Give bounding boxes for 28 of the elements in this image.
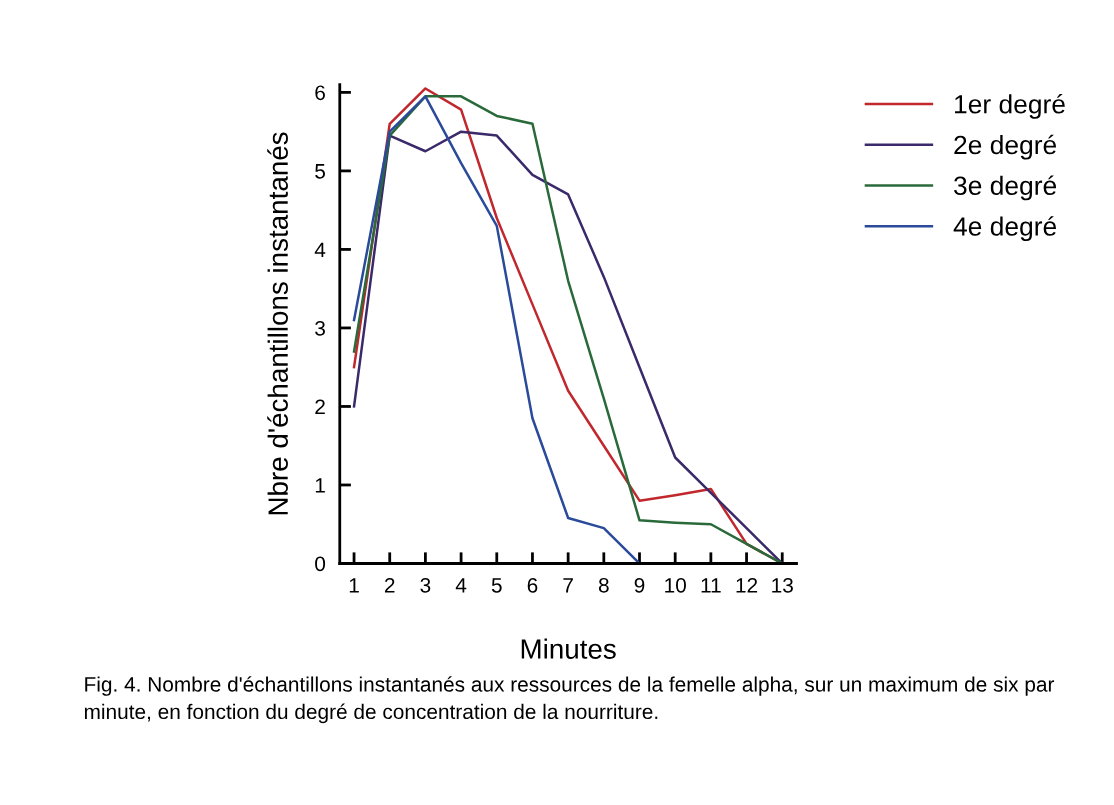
x-tick-label: 3 bbox=[420, 577, 431, 593]
x-tick-label: 10 bbox=[665, 577, 686, 593]
x-tick-label: 9 bbox=[634, 577, 645, 593]
y-tick-label: 3 bbox=[315, 320, 325, 336]
legend-label: 1er degré bbox=[955, 93, 1065, 119]
y-tick-label: 6 bbox=[315, 85, 325, 101]
x-tick-label: 12 bbox=[736, 577, 758, 593]
y-tick-label: 5 bbox=[315, 164, 326, 179]
legend-label: 4e degré bbox=[953, 216, 1057, 242]
legend-label: 3e degré bbox=[954, 175, 1057, 201]
y-tick-label: 0 bbox=[315, 556, 326, 572]
x-tick-label: 11 bbox=[701, 578, 721, 593]
y-tick-label: 4 bbox=[314, 242, 326, 257]
legend-label: 2e degré bbox=[954, 134, 1057, 160]
x-tick-label: 4 bbox=[455, 578, 467, 593]
caption: Fig. 4. Nombre d'échantillons instantanés aux ressources de la femelle alpha, sur un maximum de six par minute, en fonction du degré de concentration de la nourriture. bbox=[84, 676, 1055, 724]
x-tick-label: 13 bbox=[772, 577, 793, 593]
x-tick-label: 8 bbox=[598, 577, 609, 593]
y-tick-label: 2 bbox=[315, 399, 325, 415]
x-tick-label: 6 bbox=[527, 577, 538, 593]
x-tick-label: 7 bbox=[563, 578, 573, 593]
line-series bbox=[352, 95, 641, 564]
x-tick-label: 2 bbox=[384, 577, 395, 593]
x-tick-label: 1 bbox=[349, 578, 359, 593]
y-axis-title: Nbre d'échantillons instantanés bbox=[267, 132, 288, 515]
x-tick-label: 5 bbox=[491, 578, 502, 593]
x-axis-title: Minutes bbox=[521, 638, 616, 659]
y-tick-label: 1 bbox=[315, 478, 325, 493]
